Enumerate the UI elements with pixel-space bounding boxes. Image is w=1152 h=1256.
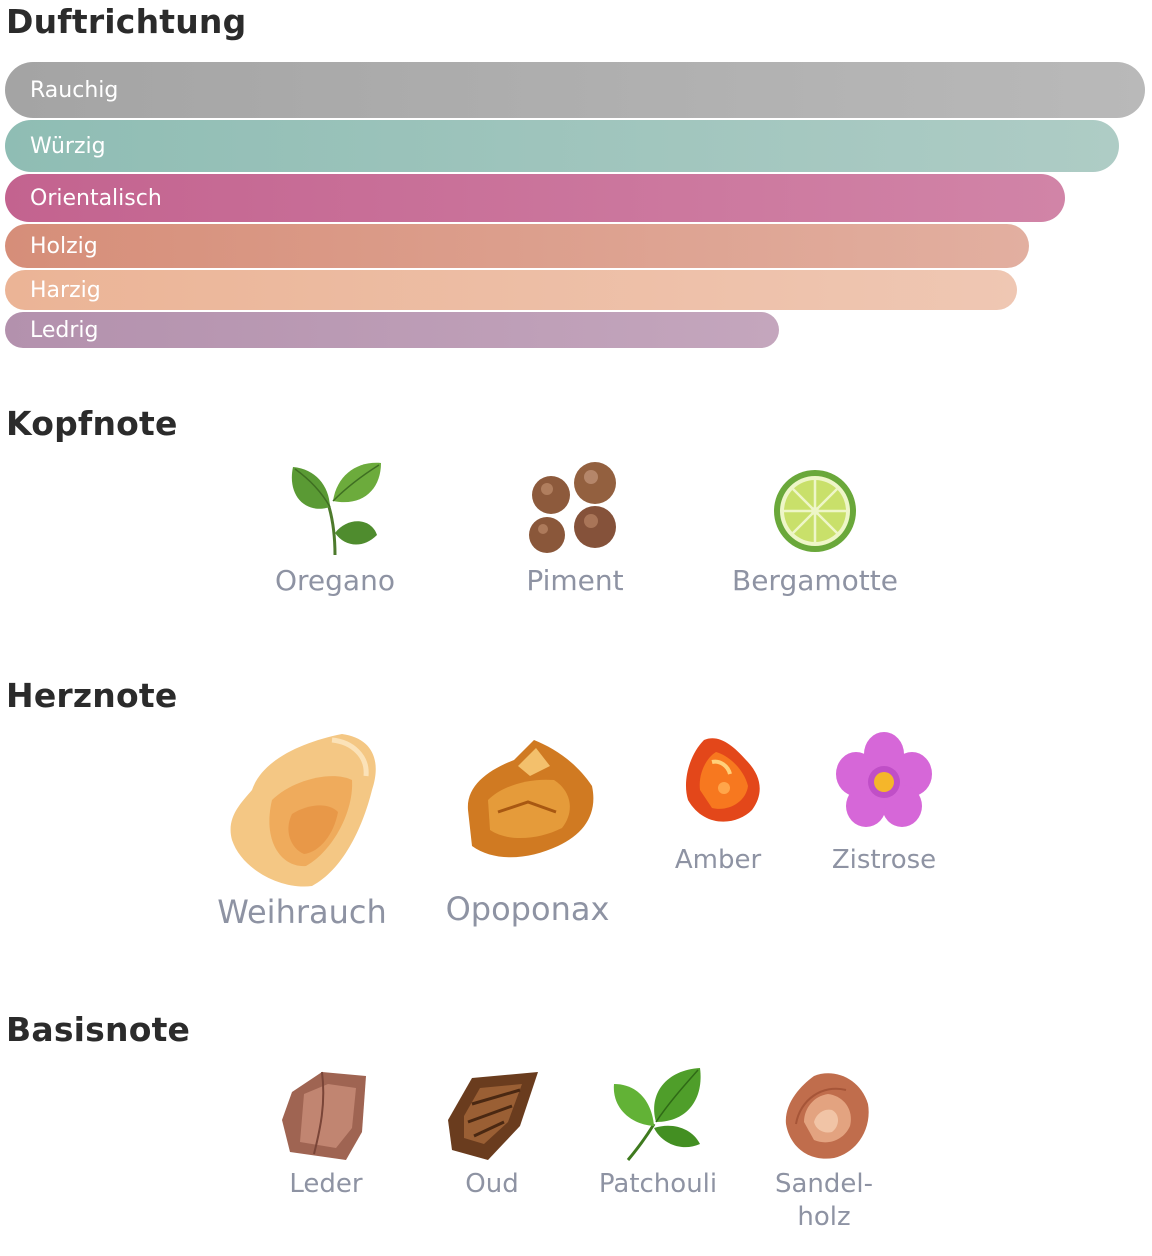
note-label: Opoponax xyxy=(445,890,610,928)
note-oud[interactable]: Oud xyxy=(436,1064,548,1201)
section-title-top-notes: Kopfnote xyxy=(6,404,178,443)
accord-label: Rauchig xyxy=(30,77,119,103)
note-amber[interactable]: Amber xyxy=(658,730,778,877)
note-sandelholz[interactable]: Sandel- holz xyxy=(764,1064,884,1233)
accord-label: Orientalisch xyxy=(30,185,162,211)
note-label: Amber xyxy=(674,845,762,875)
note-label: Weihrauch xyxy=(217,893,387,931)
note-oregano[interactable]: Oregano xyxy=(255,455,415,598)
opoponax-resin-icon xyxy=(467,740,593,858)
frankincense-icon xyxy=(230,734,376,887)
leather-icon xyxy=(282,1071,366,1160)
accord-bar-harzig[interactable]: Harzig xyxy=(5,270,1017,310)
note-label: Oregano xyxy=(275,564,395,597)
note-zistrose[interactable]: Zistrose xyxy=(820,730,948,877)
allspice-icon xyxy=(529,462,616,553)
note-bergamotte[interactable]: Bergamotte xyxy=(720,455,910,598)
note-leder[interactable]: Leder xyxy=(270,1064,382,1201)
note-weihrauch[interactable]: Weihrauch xyxy=(207,730,397,932)
note-label: Sandel- holz xyxy=(774,1169,874,1232)
accord-label: Harzig xyxy=(30,277,101,303)
section-title-accords: Duftrichtung xyxy=(6,2,247,41)
note-label: Leder xyxy=(289,1169,363,1199)
accord-bar-wuerzig[interactable]: Würzig xyxy=(5,120,1119,172)
accord-label: Würzig xyxy=(30,133,106,159)
accord-bar-holzig[interactable]: Holzig xyxy=(5,224,1029,268)
note-label: Piment xyxy=(526,564,624,597)
oud-wood-icon xyxy=(448,1072,538,1160)
note-patchouli[interactable]: Patchouli xyxy=(592,1064,724,1201)
section-title-heart-notes: Herznote xyxy=(6,676,178,715)
accord-bar-ledrig[interactable]: Ledrig xyxy=(5,312,779,348)
sandalwood-icon xyxy=(785,1073,869,1159)
note-label: Oud xyxy=(465,1169,519,1199)
section-title-base-notes: Basisnote xyxy=(6,1010,191,1049)
accord-bar-rauchig[interactable]: Rauchig xyxy=(5,62,1145,118)
oregano-leaf-icon xyxy=(291,462,381,556)
patchouli-leaf-icon xyxy=(613,1068,701,1161)
rockrose-flower-icon xyxy=(836,732,932,827)
accord-bar-orientalisch[interactable]: Orientalisch xyxy=(5,174,1065,222)
note-piment[interactable]: Piment xyxy=(495,455,655,598)
accord-label: Ledrig xyxy=(30,317,99,343)
note-label: Patchouli xyxy=(598,1169,718,1199)
note-label: Zistrose xyxy=(831,845,937,875)
amber-stone-icon xyxy=(685,738,760,822)
note-opoponax[interactable]: Opoponax xyxy=(440,730,615,929)
note-label: Bergamotte xyxy=(732,564,898,597)
accord-label: Holzig xyxy=(30,233,98,259)
bergamot-icon xyxy=(774,470,856,552)
